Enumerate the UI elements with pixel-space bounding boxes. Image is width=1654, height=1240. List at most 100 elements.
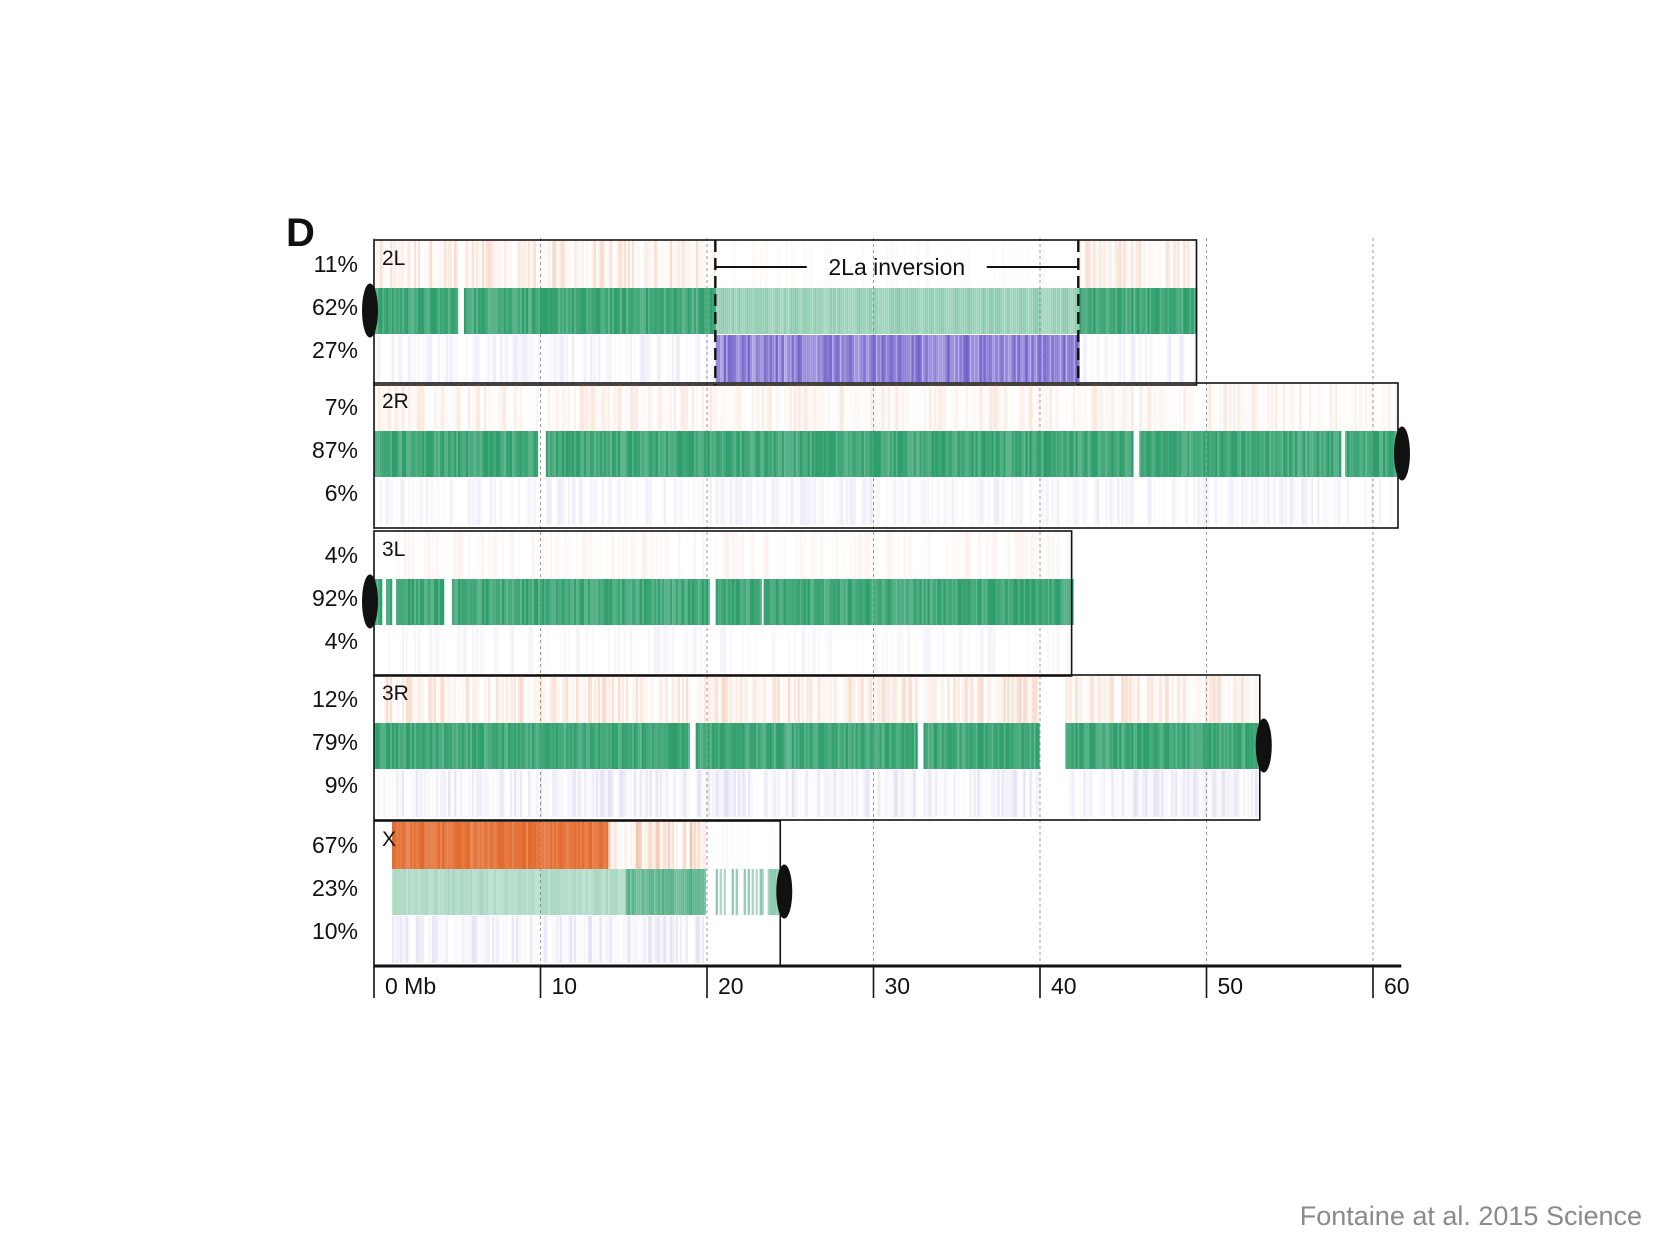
heat-band — [989, 288, 992, 334]
heat-band — [597, 579, 601, 625]
heat-band — [419, 723, 423, 769]
heat-band — [715, 431, 718, 477]
heat-band — [407, 384, 411, 431]
heat-band — [941, 335, 944, 382]
heat-band — [393, 822, 397, 869]
heat-band — [724, 384, 726, 431]
heat-band — [1163, 770, 1165, 817]
heat-band — [844, 770, 846, 817]
heat-band — [1023, 335, 1026, 382]
heat-band — [973, 431, 976, 477]
heat-band — [667, 431, 671, 477]
heat-band — [448, 478, 450, 525]
heat-band — [979, 335, 982, 382]
heat-band — [1293, 384, 1295, 431]
heat-band — [939, 288, 942, 334]
heat-band — [493, 532, 497, 579]
heat-band — [927, 676, 930, 723]
heat-band — [653, 869, 657, 915]
heat-band — [679, 384, 682, 431]
heat-band — [1227, 770, 1230, 817]
heat-band — [559, 431, 563, 477]
heat-band — [716, 384, 718, 431]
heat-band — [771, 723, 774, 769]
heat-band — [558, 916, 560, 963]
heat-band — [1207, 770, 1209, 817]
heat-band — [1009, 770, 1012, 817]
heat-band — [917, 335, 920, 382]
heat-band — [639, 335, 643, 382]
heat-band — [1019, 532, 1022, 579]
heat-band — [833, 770, 836, 817]
heat-band — [955, 288, 958, 334]
heat-band — [640, 384, 642, 431]
heat-band — [463, 579, 467, 625]
heat-band — [770, 478, 772, 525]
heat-band — [689, 822, 692, 869]
heat-band — [873, 579, 876, 625]
heat-band — [805, 770, 808, 817]
heat-band — [1281, 384, 1283, 431]
heat-band — [511, 431, 515, 477]
heat-band — [653, 916, 657, 963]
heat-band — [1305, 431, 1308, 477]
heat-band — [583, 676, 587, 723]
heat-band — [449, 241, 453, 288]
heat-band — [442, 916, 444, 963]
heat-band — [643, 822, 647, 869]
heat-band — [471, 626, 475, 673]
heat-band — [619, 384, 623, 431]
heat-band — [587, 676, 591, 723]
heat-band — [1113, 241, 1116, 288]
heat-band — [797, 579, 800, 625]
heat-band — [809, 384, 812, 431]
heat-band — [1091, 431, 1094, 477]
heat-band — [1119, 241, 1122, 288]
heat-band — [593, 288, 597, 334]
heat-band — [427, 579, 431, 625]
heat-band — [585, 288, 589, 334]
heat-band — [445, 869, 449, 915]
heat-band — [621, 723, 625, 769]
heat-band — [477, 869, 481, 915]
heat-band — [1039, 335, 1042, 382]
heat-band — [927, 532, 930, 579]
heat-band — [1283, 478, 1285, 525]
heat-band — [453, 723, 457, 769]
heat-band — [525, 335, 529, 382]
heat-band — [895, 478, 897, 525]
heat-band — [481, 579, 485, 625]
heat-band — [645, 532, 649, 579]
heat-band — [511, 916, 515, 963]
heat-band — [769, 579, 772, 625]
heat-band — [969, 532, 972, 579]
heat-band — [576, 770, 578, 817]
heat-band — [709, 723, 712, 769]
heat-band — [1085, 431, 1088, 477]
heat-band — [723, 676, 726, 723]
heat-band — [817, 335, 820, 382]
heat-band — [733, 723, 736, 769]
heat-band — [401, 822, 405, 869]
heat-band — [675, 431, 678, 477]
heat-band — [687, 579, 690, 625]
heat-band — [1083, 384, 1085, 431]
heat-band — [855, 723, 858, 769]
heat-band — [551, 770, 555, 817]
heat-band — [571, 676, 575, 723]
track-percentage: 7% — [325, 394, 358, 420]
heat-band — [693, 626, 696, 673]
heat-band — [1093, 478, 1096, 525]
heat-band — [981, 384, 984, 431]
heat-band — [743, 869, 746, 915]
heat-band — [668, 384, 670, 431]
heat-band — [789, 384, 792, 431]
heat-band — [1061, 431, 1064, 477]
heat-band — [1005, 384, 1008, 431]
heat-band — [1015, 241, 1017, 288]
heat-band — [783, 676, 786, 723]
heat-band — [773, 676, 776, 723]
heat-band — [643, 288, 647, 334]
heat-band — [624, 384, 626, 431]
heat-band — [1103, 384, 1105, 431]
